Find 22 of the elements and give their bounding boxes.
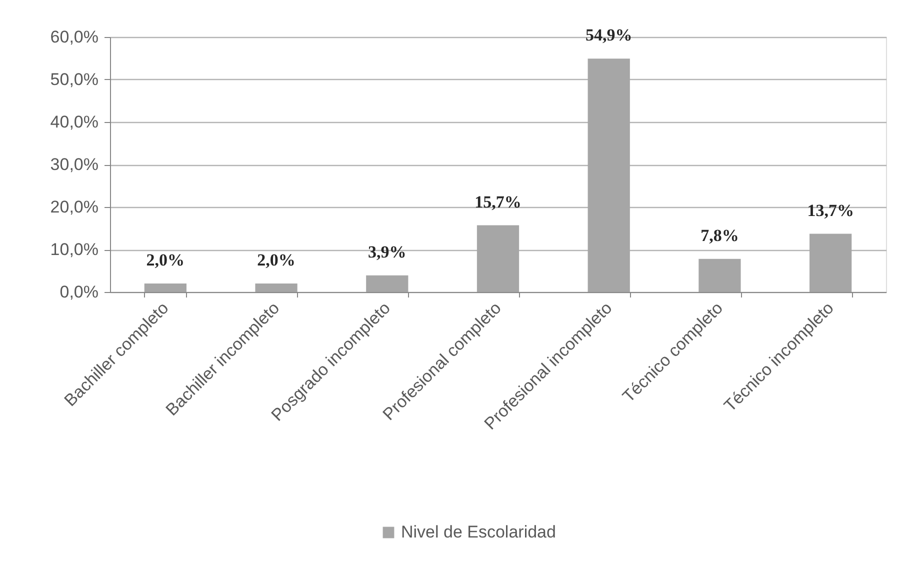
data-label: 3,9% [368, 242, 406, 262]
bar [476, 225, 520, 292]
bar [810, 234, 852, 292]
bar [255, 284, 298, 292]
data-label: 2,0% [146, 250, 185, 270]
data-label: 13,7% [807, 200, 854, 220]
y-tick-label: 0,0% [60, 282, 98, 302]
bar [588, 58, 630, 292]
y-tick-label: 10,0% [50, 240, 98, 259]
data-label: 2,0% [257, 250, 296, 270]
bar [144, 284, 186, 292]
bar [366, 275, 408, 292]
y-tick-label: 60,0% [50, 28, 98, 46]
y-tick-label: 20,0% [50, 198, 98, 216]
y-tick-label: 40,0% [50, 112, 98, 132]
data-label: 7,8% [700, 226, 739, 245]
data-label: 54,9% [585, 26, 632, 45]
y-tick-label: 30,0% [50, 155, 98, 174]
y-tick-label: 50,0% [50, 70, 98, 89]
data-label: 15,7% [474, 192, 522, 212]
legend-label: Nivel de Escolaridad [401, 522, 556, 542]
bar [698, 258, 741, 292]
